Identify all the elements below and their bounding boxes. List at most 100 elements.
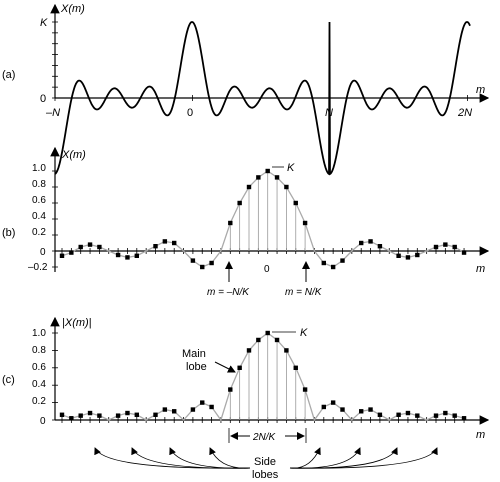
b-sample-point — [172, 240, 177, 246]
c-sample-point — [256, 337, 261, 343]
panel-b-ytick-1.0: 1.0 — [32, 163, 46, 174]
b-sample-point — [87, 242, 93, 247]
panel-a: (a) X(m) m K 0 –N 0 N 2N — [2, 3, 490, 176]
panel-c-side-label-1: Side — [254, 456, 276, 468]
panel-c-ytick-0: 0 — [40, 416, 46, 427]
panel-b-ytick-0.4: 0.4 — [32, 211, 46, 222]
c-sample-point — [87, 410, 93, 416]
b-sample-point — [265, 168, 270, 174]
panel-c-peak-label: K — [300, 327, 308, 339]
c-sample-point — [284, 348, 289, 353]
c-sample-point — [302, 387, 308, 392]
c-sample-point — [97, 413, 102, 418]
c-sample-point — [377, 412, 383, 417]
panel-b-xtick-0: 0 — [264, 264, 270, 275]
c-sample-point — [59, 412, 65, 417]
side-lobe-arrow — [289, 447, 361, 469]
panel-c-ytick-0.2: 0.2 — [32, 396, 46, 407]
panel-a-xlabel: m — [476, 84, 485, 96]
panel-c-label: (c) — [2, 374, 15, 386]
c-sample-point — [115, 413, 121, 418]
c-sample-point — [293, 365, 298, 370]
b-sample-point — [274, 175, 280, 180]
c-sample-point — [209, 404, 214, 410]
c-sample-point — [461, 416, 467, 421]
b-sample-point — [200, 264, 205, 270]
panel-b-ytick-0.6: 0.6 — [32, 195, 46, 206]
panel-a-ytick-0: 0 — [40, 93, 46, 105]
b-sample-point — [78, 244, 83, 250]
panel-a-xtick-0: 0 — [187, 107, 193, 119]
b-sample-point — [228, 220, 233, 226]
c-sample-point — [359, 409, 364, 414]
b-sample-point — [452, 244, 457, 250]
panel-b-xlabel: m — [476, 263, 485, 275]
b-sample-point — [237, 200, 242, 206]
c-sample-point — [172, 409, 177, 414]
b-sample-point — [321, 260, 326, 266]
c-sample-point — [340, 407, 345, 412]
panel-c-ytick-0.8: 0.8 — [32, 345, 46, 356]
c-sample-point — [200, 400, 205, 405]
b-sample-point — [359, 240, 364, 246]
c-sample-point — [246, 348, 252, 353]
c-sample-point — [265, 330, 270, 336]
b-sample-point — [415, 252, 420, 258]
panel-a-ytick-k: K — [40, 17, 48, 29]
panel-a-sinc-curve — [54, 21, 471, 176]
b-sample-point — [368, 239, 373, 244]
b-sample-point — [246, 184, 252, 190]
b-sample-point — [293, 200, 298, 206]
panel-b-label: (b) — [2, 227, 15, 239]
side-lobe-arrow — [209, 447, 251, 469]
b-sample-point — [162, 239, 168, 244]
c-sample-point — [134, 412, 139, 417]
panel-a-label: (a) — [2, 69, 15, 81]
panel-b-ytick-0: 0 — [40, 247, 46, 258]
c-sample-point — [69, 416, 74, 421]
panel-c-envelope-curve — [61, 332, 465, 422]
b-sample-point — [433, 244, 439, 250]
b-sample-point — [209, 260, 214, 266]
panel-b-ylabel: X(m) — [61, 149, 86, 161]
b-sample-point — [330, 264, 336, 270]
c-sample-point — [237, 365, 242, 370]
panel-b-ytick-neg0.2: –0.2 — [28, 262, 48, 273]
panel-c-ytick-0.4: 0.4 — [32, 379, 46, 390]
panel-c: (c) |X(m)| m 1.0 0.8 0.6 0.4 0.2 0 K Mai… — [2, 316, 490, 481]
c-sample-point — [415, 413, 420, 418]
c-sample-point — [443, 410, 448, 416]
c-sample-point — [368, 407, 373, 412]
panel-b-envelope-curve — [61, 170, 465, 268]
panel-b-ytick-0.8: 0.8 — [32, 179, 46, 190]
b-sample-point — [97, 244, 102, 250]
panel-a-xtick-2n: 2N — [457, 107, 472, 119]
panel-b-peak-label: K — [287, 162, 295, 174]
c-sample-point — [405, 410, 411, 416]
b-sample-point — [302, 220, 308, 226]
side-lobe-arrow — [289, 447, 438, 469]
c-sample-point — [190, 407, 196, 412]
panel-c-width-label: 2N/K — [252, 432, 277, 443]
c-sample-point — [396, 412, 401, 417]
panel-c-ylabel: |X(m)| — [62, 317, 92, 329]
c-sample-point — [274, 337, 280, 343]
panel-c-xlabel: m — [476, 429, 485, 441]
b-sample-point — [340, 258, 345, 263]
b-sample-point — [284, 184, 289, 190]
b-sample-point — [443, 242, 448, 247]
b-sample-point — [115, 252, 121, 258]
panel-c-ytick-1.0: 1.0 — [32, 328, 46, 339]
panel-b: (b) X(m) m 1.0 0.8 0.6 0.4 0.2 0 –0.2 0 … — [2, 146, 490, 298]
b-sample-point — [69, 250, 74, 255]
b-sample-point — [134, 253, 139, 258]
c-sample-point — [452, 413, 457, 418]
c-sample-point — [321, 404, 326, 410]
panel-b-pos-nk-label: m = N/K — [285, 287, 323, 298]
b-sample-point — [125, 255, 130, 260]
b-sample-point — [405, 255, 411, 260]
panel-b-neg-nk-label: m = –N/K — [207, 287, 250, 298]
b-sample-point — [190, 258, 196, 263]
b-sample-point — [59, 253, 65, 258]
